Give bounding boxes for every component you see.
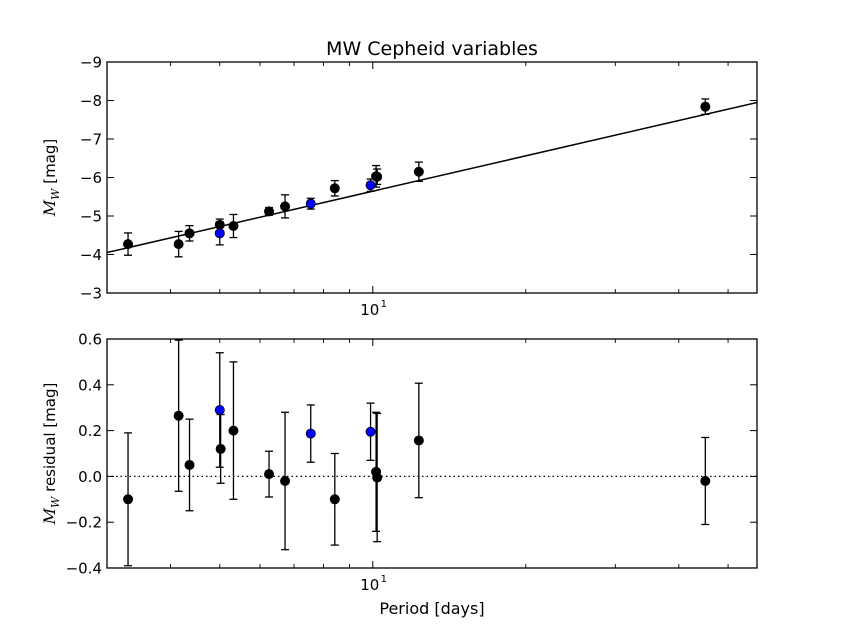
y-tick-label: 0.0 [78, 468, 102, 486]
data-point-black [280, 475, 291, 486]
y-tick-label: −3 [80, 285, 102, 303]
data-point-blue [365, 180, 376, 191]
y-tick-label: −0.4 [66, 560, 102, 578]
data-point-black [228, 221, 239, 232]
data-point-black [228, 425, 239, 436]
data-point-black [372, 171, 383, 182]
data-point-black [184, 228, 195, 239]
data-point-black [413, 166, 424, 177]
y-tick-label: 0.6 [78, 331, 102, 349]
y-tick-label: −5 [80, 208, 102, 226]
x-tick-label: 10 [360, 576, 379, 594]
y-tick-label: 0.4 [78, 376, 102, 394]
data-point-black [173, 239, 184, 250]
y-tick-label: −8 [80, 92, 102, 110]
data-point-black [329, 494, 340, 505]
y-tick-label: 0.2 [78, 422, 102, 440]
data-point-black [413, 435, 424, 446]
y-tick-label: −7 [80, 131, 102, 149]
data-point-black [184, 459, 195, 470]
y-tick-label: −0.2 [66, 514, 102, 532]
y-tick-label: −6 [80, 169, 102, 187]
y-axis-label: MW residual [mag] [40, 383, 62, 526]
data-point-black [700, 101, 711, 112]
x-tick-exponent: 1 [381, 299, 387, 310]
data-point-black [264, 469, 275, 480]
data-point-blue [305, 428, 316, 439]
axes-frame [106, 338, 758, 569]
plot-area [107, 339, 757, 567]
data-point-blue [305, 198, 316, 209]
y-axis-label: MW [mag] [40, 139, 62, 218]
x-tick-label: 10 [360, 301, 379, 319]
top-panel: −9 −8 −7 −6 −5 −4 −3 10 1 MW [mag] [40, 54, 758, 319]
fit-line [107, 101, 757, 254]
y-tick-label: −9 [80, 54, 102, 72]
data-point-blue [365, 426, 376, 437]
y-tick-label: −4 [80, 246, 102, 264]
data-point-black [372, 472, 383, 483]
data-point-black [329, 183, 340, 194]
bottom-panel: 0.6 0.4 0.2 0.0 −0.2 −0.4 10 1 MW residual [mag] [40, 331, 758, 594]
x-axis-label: Period [days] [379, 599, 484, 618]
data-point-black [123, 494, 134, 505]
x-tick-exponent: 1 [381, 574, 387, 585]
chart-title: MW Cepheid variables [326, 38, 538, 60]
data-point-black [700, 475, 711, 486]
data-point-blue [214, 404, 225, 415]
data-point-black [215, 443, 226, 454]
data-point-black [280, 201, 291, 212]
data-point-black [264, 206, 275, 217]
data-point-blue [214, 228, 225, 239]
plot-area [107, 98, 757, 258]
data-point-black [123, 239, 134, 250]
data-point-black [173, 410, 184, 421]
